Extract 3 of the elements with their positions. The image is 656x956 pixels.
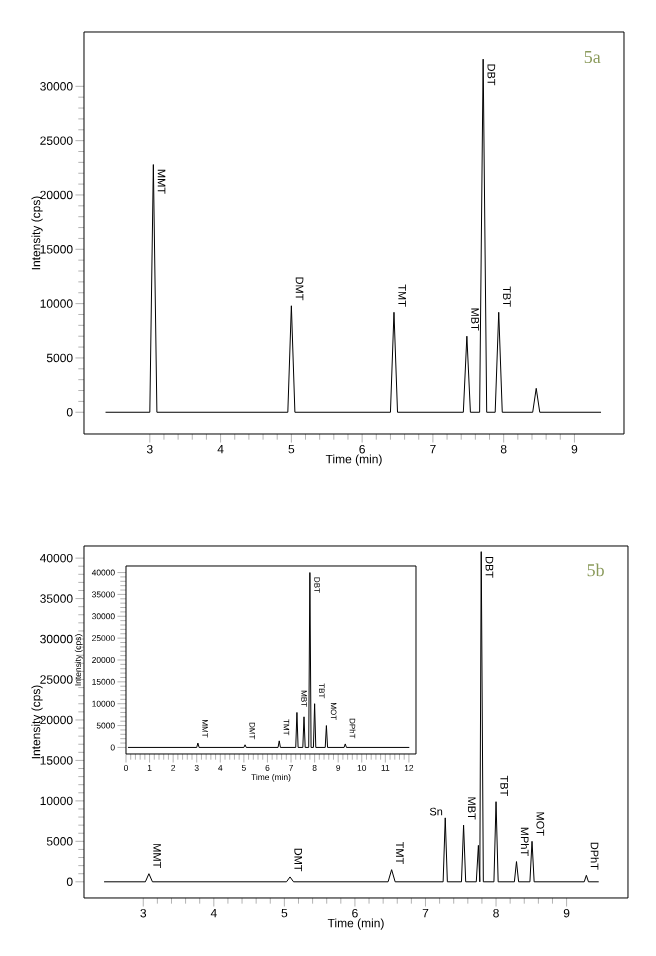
line-series (127, 572, 410, 748)
annotation: 5b (587, 563, 604, 577)
annotation: 5a (584, 51, 601, 64)
